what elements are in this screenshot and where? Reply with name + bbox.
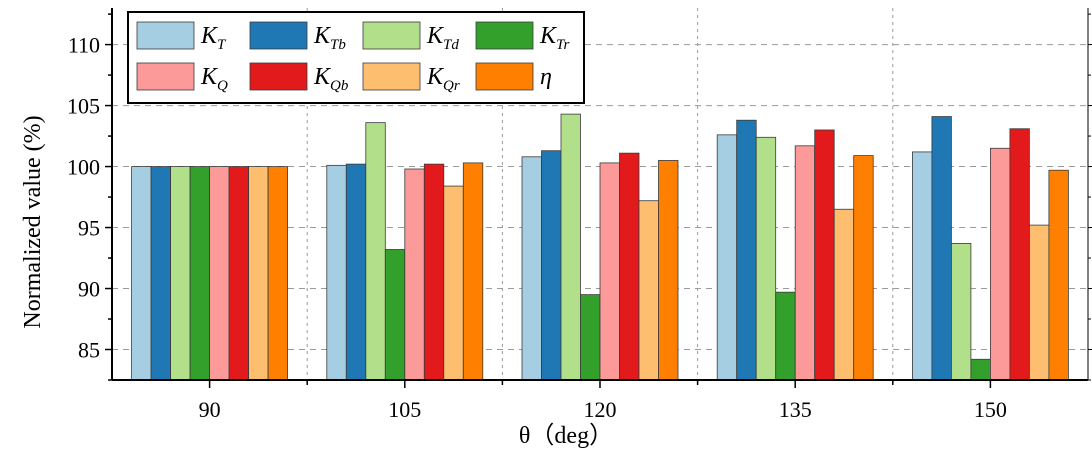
bar-ktb-90 [150,166,172,381]
bar-ktr-90 [189,166,211,381]
legend-label-kq: KQ [200,64,228,94]
x-tick-label-90: 90 [199,397,221,422]
y-tick-label-110: 110 [68,33,100,58]
legend-label-kt: KT [200,23,227,53]
bar-kt-120 [521,156,542,381]
x-axis-title: θ（deg） [519,423,613,449]
bars-group [131,113,1069,381]
bar-kqb-150 [1009,128,1030,381]
bar-kt-135 [716,134,738,381]
y-tick-label-95: 95 [78,216,100,241]
bar-kqr-120 [638,200,659,381]
bar-kt-105 [326,164,347,381]
x-tick-label-135: 135 [779,397,812,422]
bar-η-105 [462,162,484,381]
y-tick-label-105: 105 [67,94,100,119]
bar-kq-120 [599,162,620,381]
bar-η-150 [1048,169,1069,381]
bar-ktd-150 [951,242,972,381]
bar-kt-150 [912,151,933,381]
bar-η-90 [267,166,289,381]
bar-ktd-120 [560,113,581,381]
legend-swatch-kq [136,62,195,91]
bar-kqr-90 [248,166,269,381]
legend-swatch-kqr [362,62,421,91]
legend-label-kqb: KQb [313,64,349,94]
x-tick-label-150: 150 [974,397,1007,422]
y-axis-title: Normalized value (%) [20,115,46,328]
bar-kq-90 [209,166,230,381]
legend-label-kqr: KQr [426,64,460,94]
bar-kqb-90 [228,166,250,381]
bar-kqr-150 [1029,224,1050,381]
legend-label-ktb: KTb [313,23,346,53]
bar-ktd-105 [365,122,386,381]
legend-swatch-kqb [249,62,308,91]
bar-ktr-105 [384,249,406,381]
bar-ktr-135 [775,291,796,381]
bar-kqr-105 [443,185,464,381]
bar-ktd-90 [170,166,191,381]
bar-ktr-150 [970,358,991,381]
bar-kq-150 [990,147,1011,381]
legend-label-η: η [540,64,552,90]
bar-kqb-120 [619,152,640,381]
bar-kq-135 [794,145,816,381]
legend-label-ktd: KTd [426,23,459,53]
bar-η-135 [853,155,874,381]
bar-kt-90 [131,166,152,381]
legend-swatch-kt [136,21,195,50]
bar-ktb-135 [736,119,757,381]
y-tick-label-100: 100 [67,155,100,180]
bar-ktb-120 [541,150,562,381]
bar-kqb-135 [814,129,835,381]
bar-ktb-150 [931,116,952,381]
axes: 85 90 95 100 105 110 90 105 120 135 150 [67,8,1092,422]
legend-swatch-ktd [362,21,421,50]
y-tick-label-90: 90 [78,277,100,302]
legend-swatch-η [475,62,534,91]
bar-ktd-135 [755,136,777,381]
bar-kq-105 [404,168,425,381]
bar-ktb-105 [345,163,367,381]
bar-ktr-120 [580,294,601,381]
x-tick-label-120: 120 [584,397,617,422]
y-tick-label-85: 85 [78,338,100,363]
legend: KT KTb KTd KTr KQ KQb KQr η [127,11,585,104]
bar-kqb-105 [423,163,445,381]
legend-swatch-ktr [475,21,534,50]
bar-kqr-135 [833,208,855,381]
bar-η-120 [658,160,679,381]
legend-swatch-ktb [249,21,308,50]
x-tick-label-105: 105 [388,397,421,422]
legend-label-ktr: KTr [539,23,570,53]
